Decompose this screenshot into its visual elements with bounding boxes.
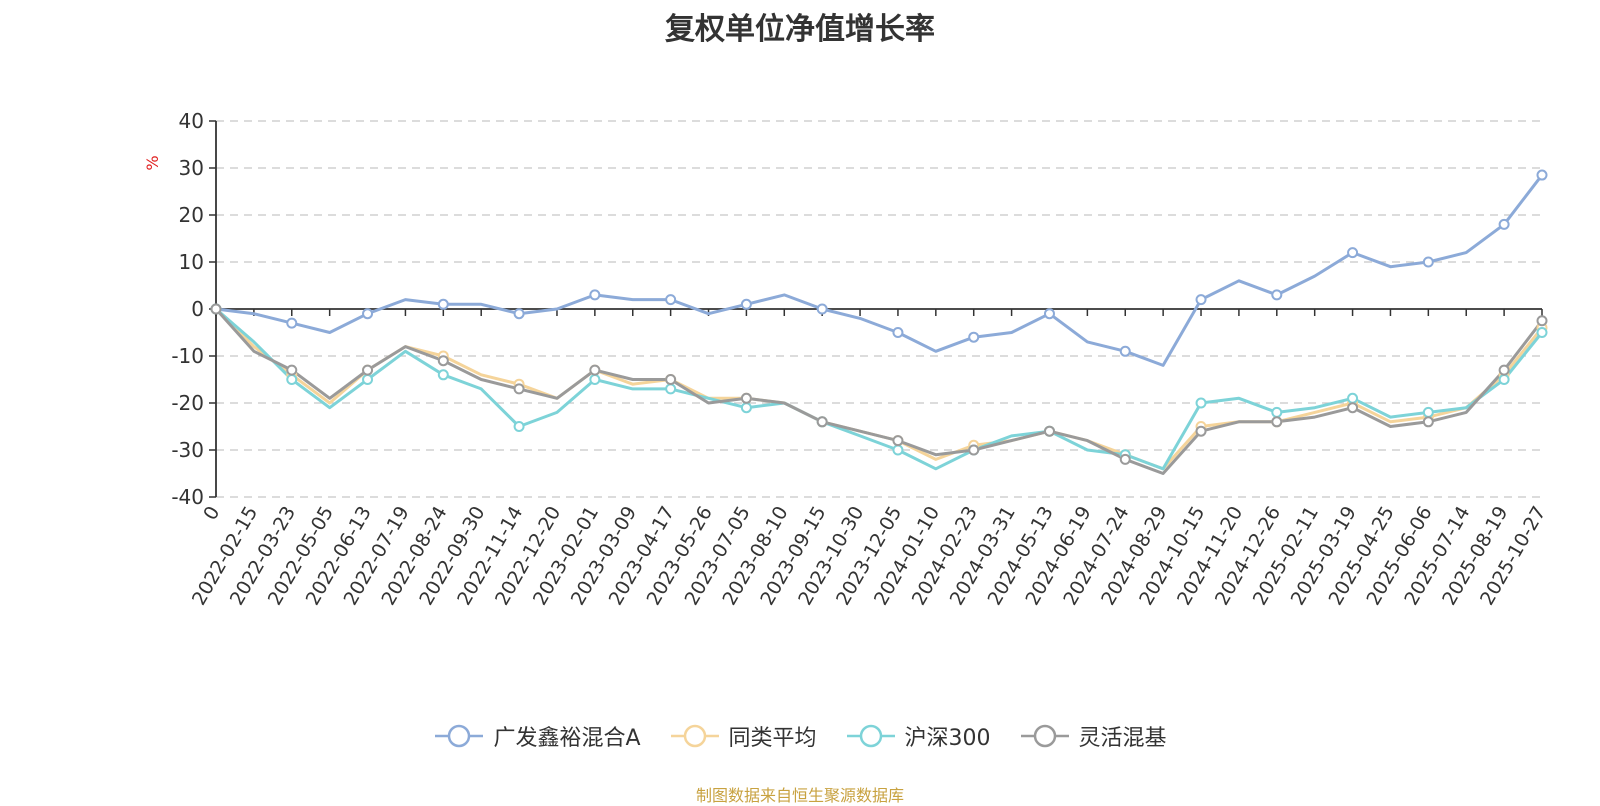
legend-label: 灵活混基 (1078, 726, 1167, 751)
data-point (1536, 169, 1548, 181)
legend-item[interactable]: 灵活混基 (1019, 720, 1167, 752)
data-point (362, 374, 374, 385)
data-point (286, 374, 298, 385)
legend-label: 同类平均 (728, 726, 817, 751)
data-point (437, 298, 449, 310)
chart-legend: 广发鑫裕混合A 同类平均 沪深300 灵活混基 (0, 720, 1600, 752)
data-point (1422, 416, 1434, 428)
y-axis-unit-label: % (143, 155, 162, 170)
data-point (1536, 315, 1548, 327)
data-point (589, 374, 601, 385)
legend-swatch (435, 724, 484, 748)
grid-layer (216, 120, 1542, 498)
data-point (892, 435, 904, 447)
data-point (665, 383, 677, 395)
legend-item[interactable]: 同类平均 (669, 720, 817, 752)
source-note: 制图数据来自恒生聚源数据库 (695, 786, 904, 805)
legend-label: 广发鑫裕混合A (493, 726, 641, 751)
line-chart: 403020100-10-20-30-4002022-02-152022-03-… (143, 109, 1550, 609)
data-point (1119, 453, 1131, 465)
data-point (1347, 402, 1359, 414)
y-tick-label: 40 (179, 109, 204, 133)
data-point (1347, 247, 1359, 259)
series-line-0 (215, 174, 1544, 367)
data-point (589, 364, 601, 376)
data-point (286, 364, 298, 376)
data-point (210, 303, 222, 315)
data-point (740, 392, 752, 404)
y-tick-label: 30 (179, 156, 204, 180)
axis-layer: 403020100-10-20-30-4002022-02-152022-03-… (171, 109, 1550, 609)
data-point (892, 444, 904, 456)
y-tick-label: -20 (171, 391, 204, 415)
data-point (1498, 374, 1510, 385)
data-point (816, 303, 828, 315)
legend-label: 沪深300 (904, 726, 991, 751)
legend-item[interactable]: 广发鑫裕混合A (433, 720, 641, 752)
series-layer (210, 169, 1548, 475)
data-point (286, 317, 298, 329)
data-point (1043, 308, 1055, 320)
data-point (1536, 327, 1548, 338)
data-point (513, 308, 525, 320)
y-tick-label: 0 (191, 297, 204, 321)
legend-swatch (670, 724, 719, 748)
data-point (665, 374, 677, 385)
series-line-1 (214, 307, 1544, 471)
data-point (665, 294, 677, 306)
data-point (437, 355, 449, 367)
data-point (513, 383, 525, 395)
y-tick-label: -30 (171, 438, 204, 462)
data-point (589, 289, 601, 301)
data-point (1347, 392, 1359, 404)
legend-swatch (1020, 724, 1069, 748)
data-point (437, 369, 449, 381)
y-tick-label: 20 (179, 203, 204, 227)
data-point (1271, 416, 1283, 428)
data-point (968, 331, 980, 343)
data-point (1271, 289, 1283, 301)
legend-item[interactable]: 沪深300 (845, 720, 991, 752)
data-point (362, 308, 374, 320)
data-point (968, 444, 980, 456)
data-point (740, 402, 752, 414)
legend-swatch (846, 724, 895, 748)
data-point (892, 327, 904, 338)
data-point (740, 298, 752, 310)
data-point (362, 364, 374, 376)
x-tick-label: 0 (199, 503, 224, 524)
data-point (1195, 294, 1207, 306)
y-tick-label: -10 (171, 344, 204, 368)
data-point (1195, 397, 1207, 409)
data-point (1271, 406, 1283, 418)
data-point (1422, 256, 1434, 268)
data-point (1119, 345, 1131, 357)
y-tick-label: -40 (171, 485, 204, 509)
data-point (1195, 425, 1207, 437)
series-line-2 (215, 307, 1544, 471)
chart-title: 复权单位净值增长率 (665, 12, 935, 47)
y-tick-label: 10 (179, 250, 204, 274)
data-point (1043, 425, 1055, 437)
data-point (1422, 406, 1434, 418)
series-line-3 (214, 307, 1544, 475)
data-point (513, 421, 525, 432)
data-point (816, 416, 828, 428)
data-point (1498, 364, 1510, 376)
data-point (1498, 218, 1510, 230)
